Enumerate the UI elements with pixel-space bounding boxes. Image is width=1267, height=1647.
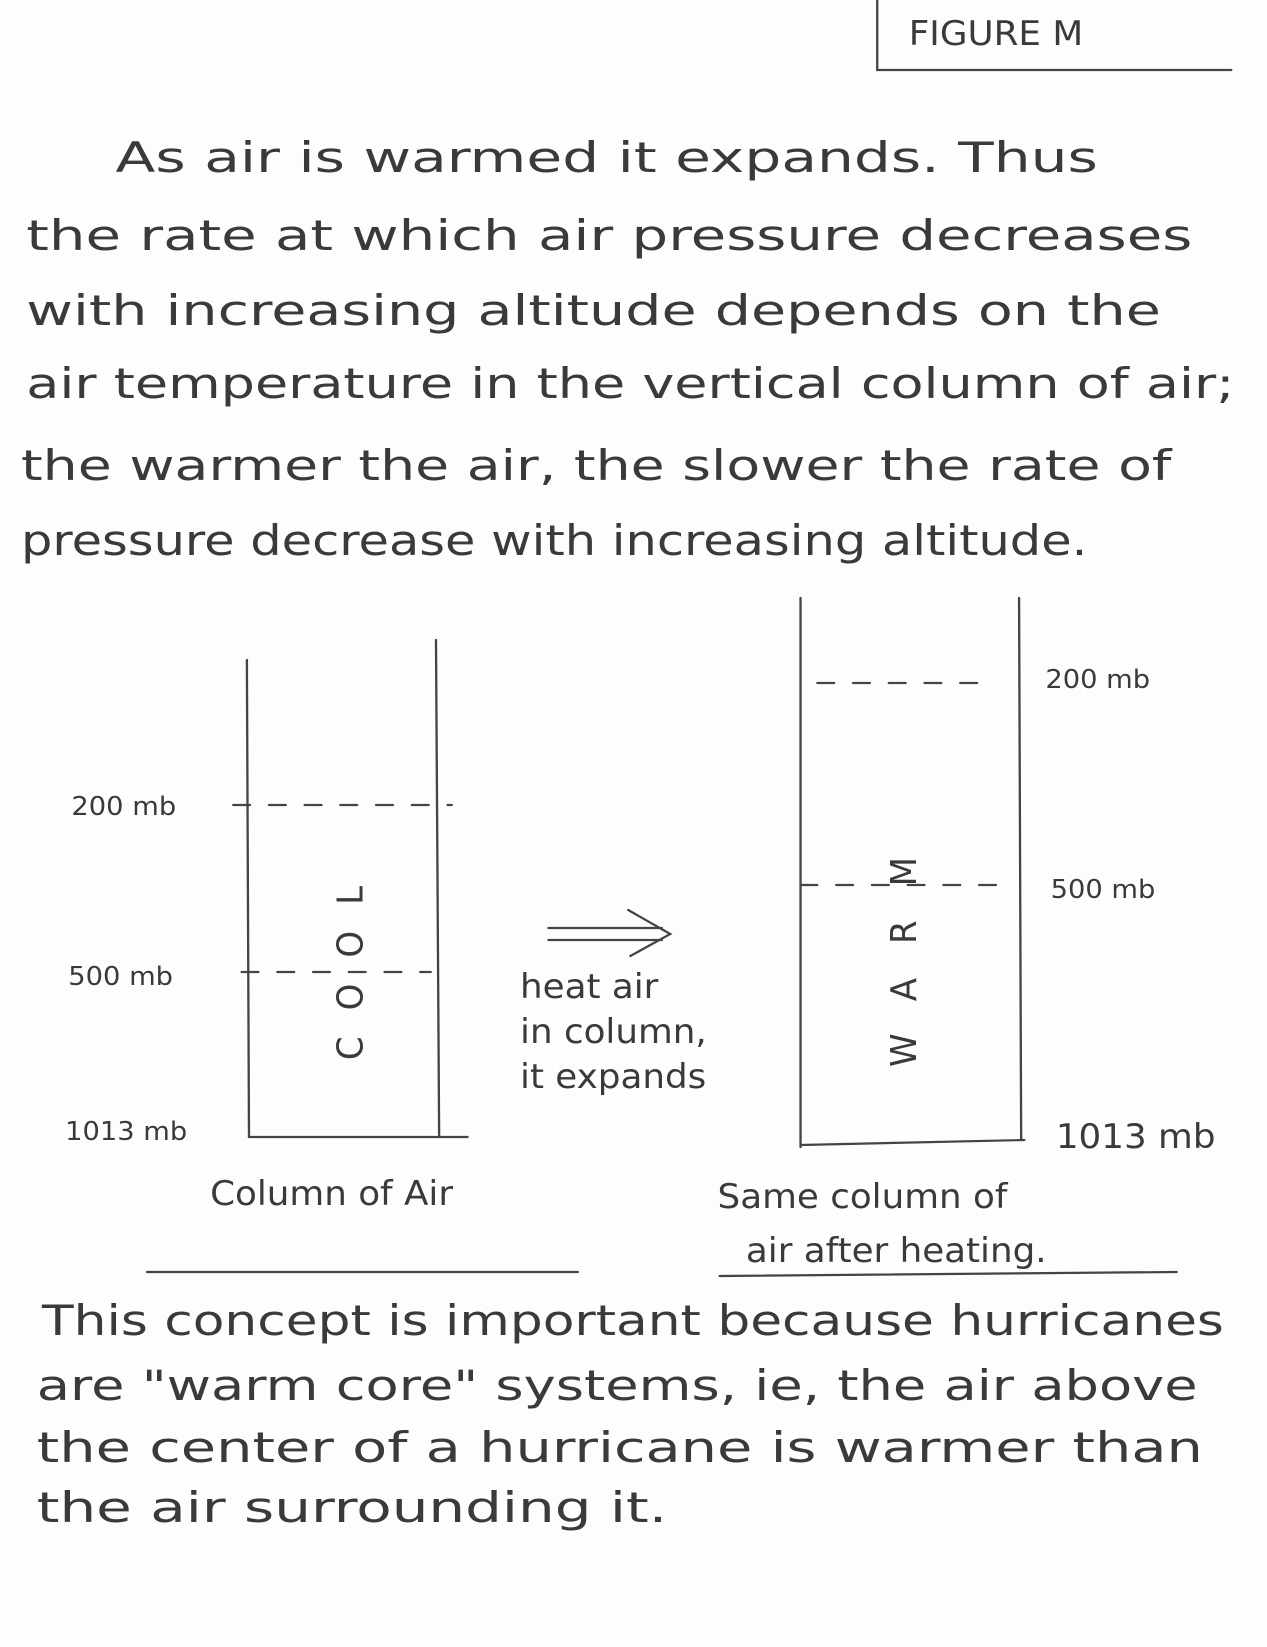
intro-line: the rate at which air pressure decreases (26, 212, 1192, 261)
arrow-label: heat air (520, 968, 659, 1007)
intro-line: air temperature in the vertical column o… (26, 360, 1234, 409)
level-label: 1013 mb (1056, 1118, 1216, 1157)
column-wall (434, 638, 441, 1139)
column-caption: air after heating. (746, 1232, 1047, 1271)
conclusion-line: the air surrounding it. (37, 1484, 667, 1533)
column-wall (1017, 596, 1023, 1142)
figure-label: FIGURE M (909, 15, 1083, 54)
arrow-label: it expands (520, 1058, 706, 1097)
arrow-label: in column, (520, 1013, 707, 1052)
core-label: COOL (331, 860, 372, 1060)
conclusion-line: the center of a hurricane is warmer than (37, 1424, 1203, 1473)
column-wall (245, 658, 251, 1139)
separator (718, 1270, 1178, 1278)
conclusion-line: are "warm core" systems, ie, the air abo… (37, 1362, 1198, 1411)
level-label: 200 mb (71, 792, 176, 822)
intro-line: pressure decrease with increasing altitu… (21, 517, 1087, 566)
level-label: 500 mb (68, 962, 173, 992)
column-caption: Column of Air (210, 1175, 454, 1214)
level-label: 200 mb (1045, 665, 1150, 695)
column-caption: Same column of (718, 1178, 1009, 1217)
intro-line: with increasing altitude depends on the (26, 287, 1161, 336)
conclusion-line: This concept is important because hurric… (41, 1297, 1224, 1346)
level-label: 500 mb (1051, 875, 1156, 905)
intro-line: As air is warmed it expands. Thus (116, 134, 1098, 183)
arrow-head (627, 908, 673, 958)
column-base (799, 1138, 1026, 1147)
core-label: WARM (884, 823, 925, 1067)
level-label: 1013 mb (65, 1117, 187, 1147)
intro-line: the warmer the air, the slower the rate … (21, 442, 1172, 491)
